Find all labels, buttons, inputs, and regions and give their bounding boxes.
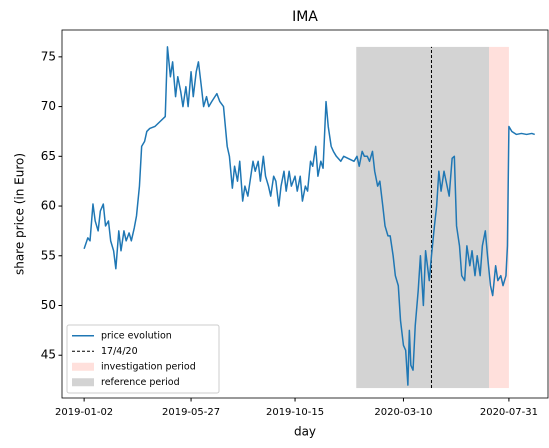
legend-box (66, 324, 220, 394)
y-tick-label: 50 (41, 298, 56, 312)
x-axis-label: day (294, 425, 316, 439)
chart-title: IMA (292, 9, 318, 25)
legend-swatch (72, 362, 94, 371)
x-tick-label: 2019-10-15 (266, 407, 324, 418)
y-tick-label: 65 (41, 149, 56, 163)
shaded-span (356, 46, 490, 389)
legend-label: investigation period (101, 361, 196, 372)
legend-label: 17/4/20 (101, 346, 138, 357)
x-tick-label: 2019-05-27 (162, 407, 220, 418)
x-tick-label: 2020-07-31 (480, 407, 538, 418)
y-tick-label: 55 (41, 248, 56, 262)
x-tick-label: 2020-03-10 (374, 407, 432, 418)
y-tick-label: 75 (41, 49, 56, 63)
x-tick-label: 2019-01-02 (55, 407, 113, 418)
price-line (83, 46, 535, 386)
y-tick-label: 70 (41, 99, 56, 113)
y-axis-label: share price (in Euro) (13, 153, 27, 275)
legend-swatch (72, 378, 94, 387)
axes-frame (61, 29, 549, 399)
legend-label: price evolution (101, 330, 172, 341)
legend-label: reference period (101, 377, 180, 388)
shaded-span (489, 46, 509, 389)
y-tick-label: 45 (41, 348, 56, 362)
y-tick-label: 60 (41, 199, 56, 213)
